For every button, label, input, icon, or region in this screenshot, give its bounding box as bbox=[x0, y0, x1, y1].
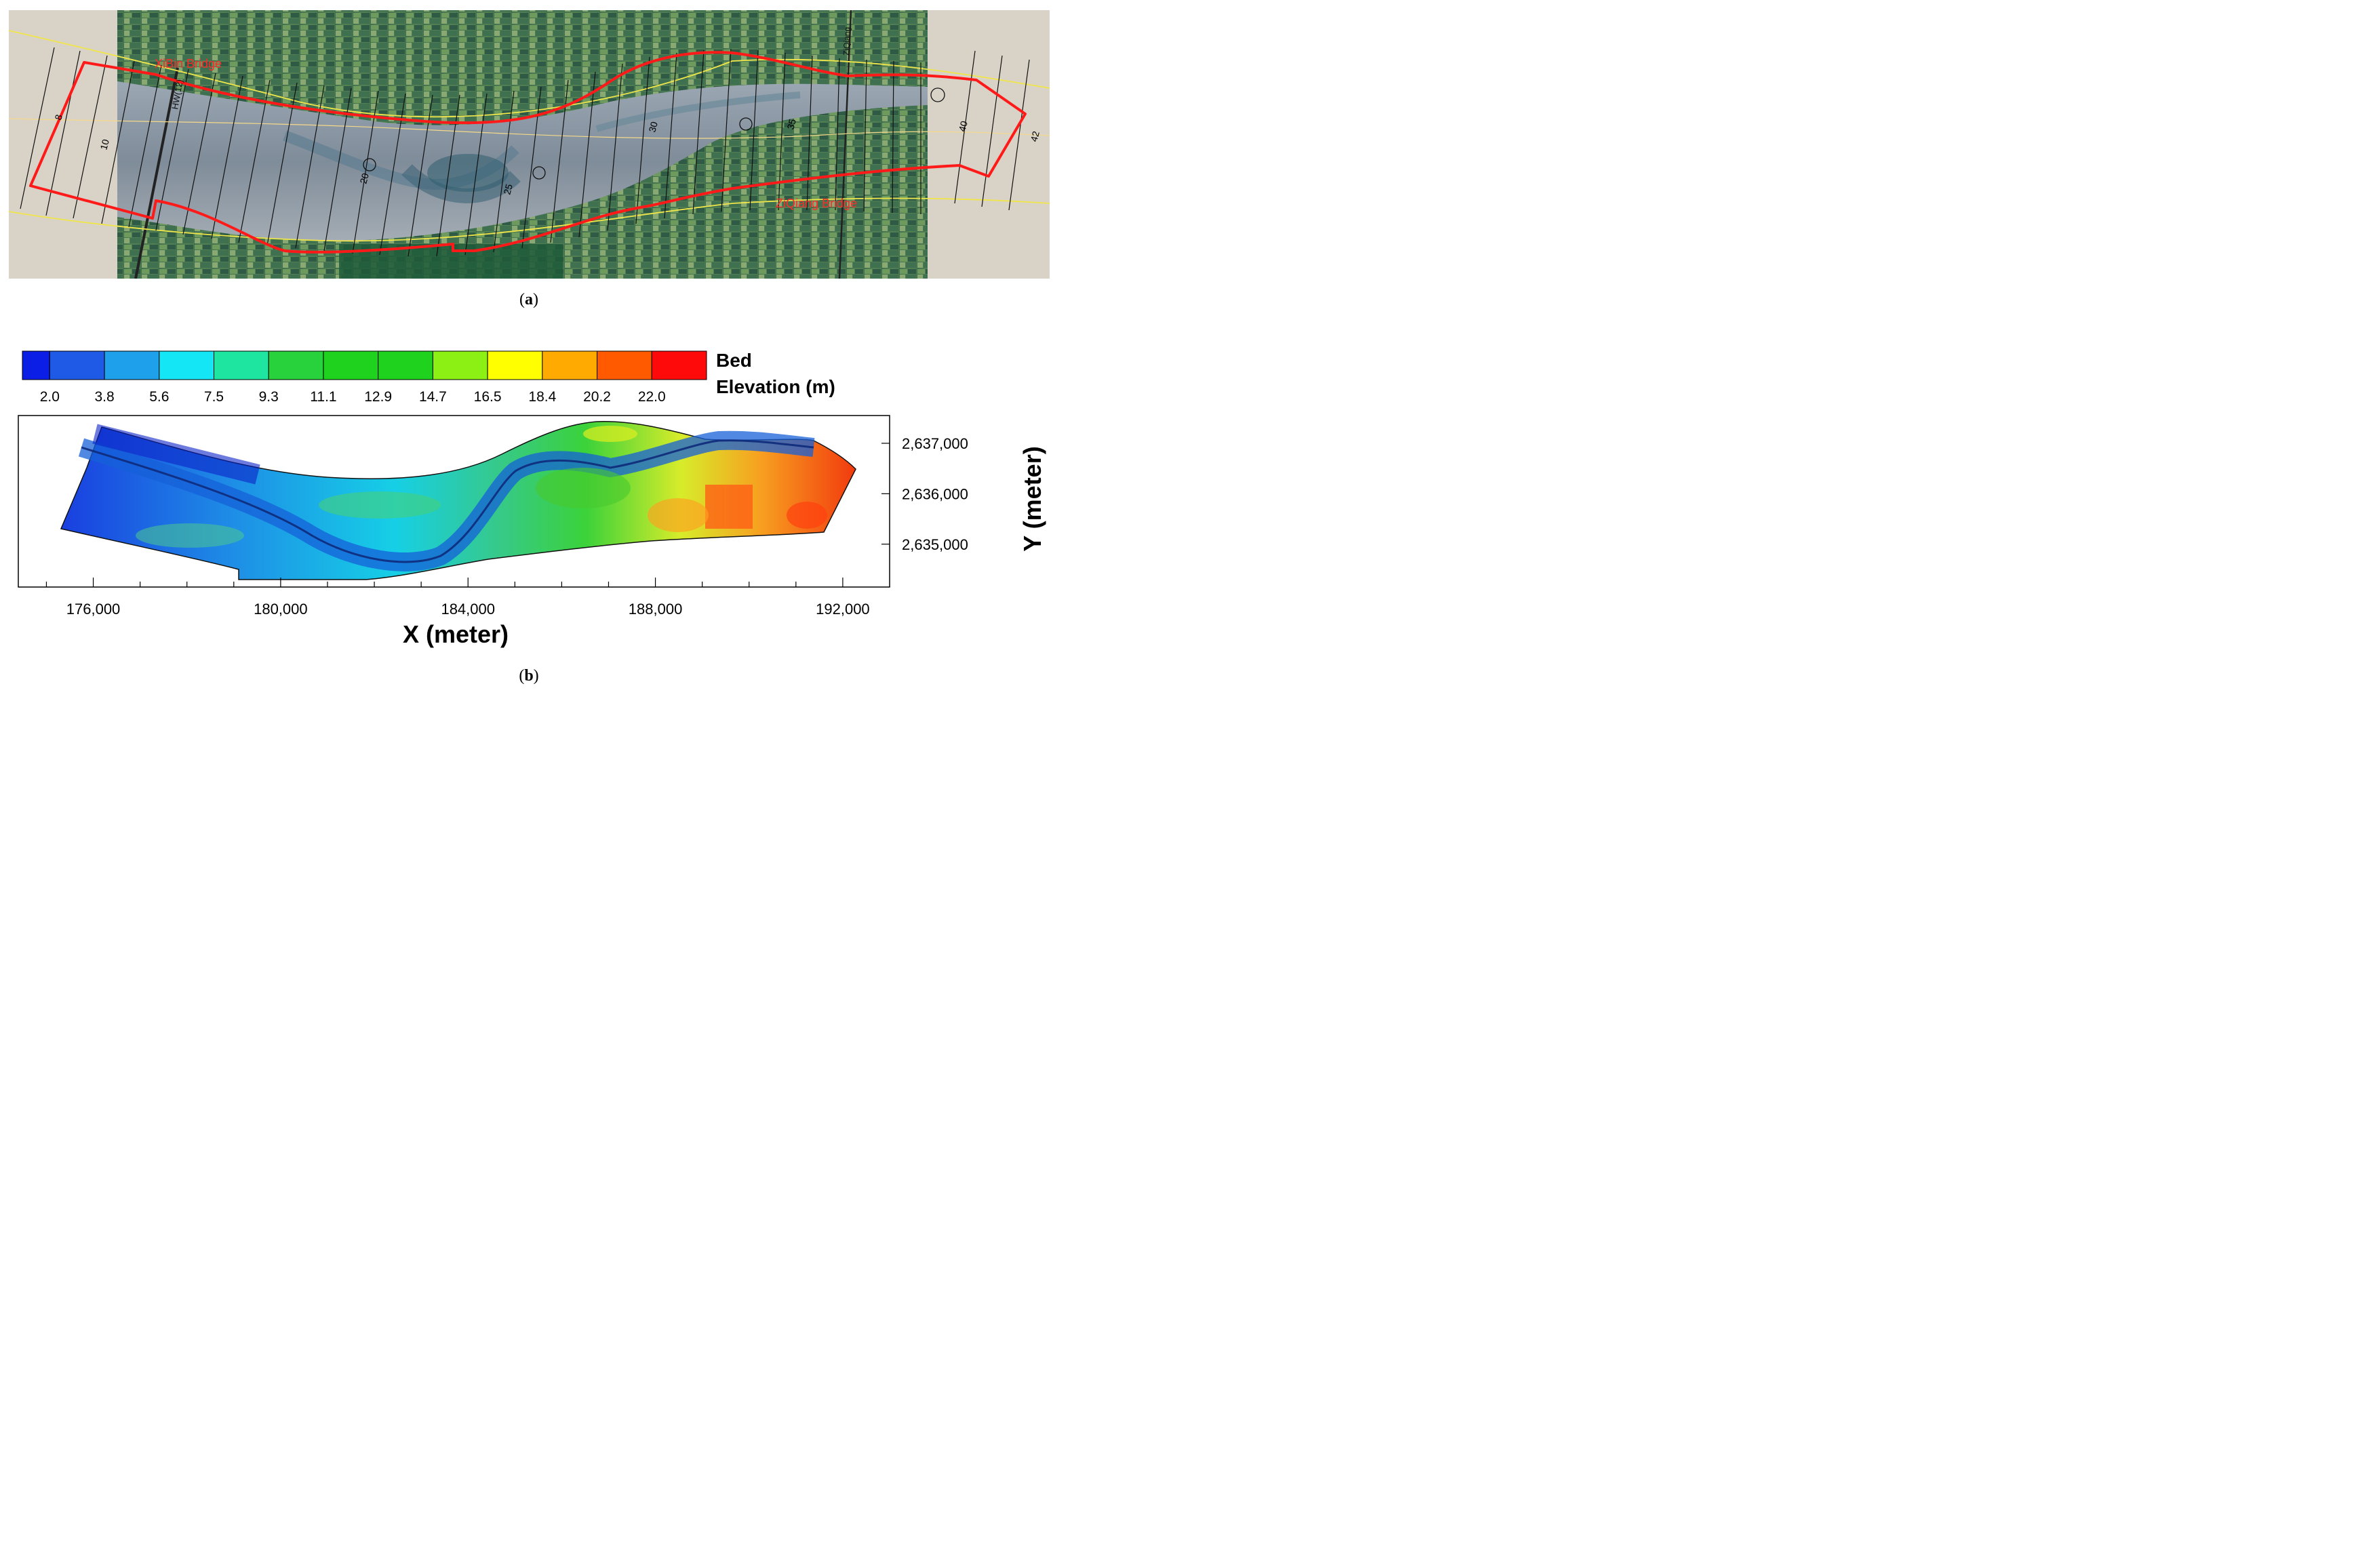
colorbar: 2.0 3.8 5.6 7.5 9.3 11.1 12.9 14.7 16.5 18.4 20.2 2… bbox=[22, 350, 707, 405]
colorbar-tick-label: 12.9 bbox=[364, 389, 392, 405]
x-axis: 176,000 180,000 184,000 188,000 192,000 bbox=[45, 578, 870, 618]
caption-b: (b) bbox=[519, 667, 538, 685]
cross-section-lines bbox=[20, 47, 1030, 257]
x-tick-label: 176,000 bbox=[66, 601, 121, 618]
colorbar-swatch bbox=[323, 350, 379, 380]
y-axis-label: Y (meter) bbox=[1018, 446, 1046, 551]
ziqiang-road-label: ZiQiang bbox=[841, 27, 852, 56]
y-tick-label: 2,637,000 bbox=[902, 435, 968, 452]
colorbar-swatch bbox=[159, 350, 215, 380]
colorbar-tick-label: 18.4 bbox=[528, 389, 556, 405]
colorbar-swatch bbox=[542, 350, 598, 380]
xsec-label-10: 10 bbox=[98, 138, 111, 150]
colorbar-swatch bbox=[104, 350, 160, 380]
xsec-label-42: 42 bbox=[1028, 129, 1042, 142]
y-axis: 2,637,000 2,636,000 2,635,000 bbox=[881, 435, 968, 553]
xsec-label-35: 35 bbox=[785, 117, 798, 130]
xsec-label-25: 25 bbox=[501, 182, 515, 195]
colorbar-tick-label: 11.1 bbox=[310, 389, 336, 405]
xsec-label-20: 20 bbox=[357, 172, 371, 184]
panel-a-satellite-map: 8 10 20 25 30 35 40 42 XiBin Bridge ZiQi… bbox=[8, 10, 1050, 279]
colorbar-tick-label: 7.5 bbox=[204, 389, 224, 405]
figure-canvas: 8 10 20 25 30 35 40 42 XiBin Bridge ZiQi… bbox=[8, 10, 1050, 685]
study-reach-boundary bbox=[29, 51, 1027, 254]
colorbar-tick-label: 20.2 bbox=[583, 389, 611, 405]
xsec-label-8: 8 bbox=[52, 113, 64, 121]
x-tick-label: 192,000 bbox=[816, 601, 870, 618]
satellite-image bbox=[117, 10, 928, 279]
colorbar-swatch bbox=[214, 350, 269, 380]
colorbar-title-line2: Elevation (m) bbox=[716, 376, 835, 397]
colorbar-tick-label: 22.0 bbox=[638, 389, 666, 405]
y-tick-label: 2,635,000 bbox=[902, 536, 968, 553]
colorbar-tick-label: 9.3 bbox=[259, 389, 279, 405]
figure: 8 10 20 25 30 35 40 42 XiBin Bridge ZiQi… bbox=[0, 0, 1058, 690]
colorbar-swatch bbox=[597, 350, 652, 380]
colorbar-swatch bbox=[268, 350, 324, 380]
colorbar-swatch bbox=[487, 350, 543, 380]
colorbar-swatch bbox=[432, 350, 488, 380]
xibin-bridge-label: XiBin Bridge bbox=[155, 57, 222, 70]
colorbar-tick-label: 16.5 bbox=[474, 389, 502, 405]
y-tick-label: 2,636,000 bbox=[902, 485, 968, 502]
x-tick-label: 188,000 bbox=[629, 601, 683, 618]
river-bed bbox=[117, 81, 928, 241]
colorbar-swatch bbox=[651, 350, 707, 380]
colorbar-tick-label: 2.0 bbox=[40, 389, 60, 405]
xsec-label-40: 40 bbox=[956, 119, 970, 132]
ziqiang-bridge-label: ZiQiang Bridge bbox=[776, 197, 857, 210]
x-tick-label: 180,000 bbox=[254, 601, 308, 618]
bed-elevation-field bbox=[60, 421, 856, 580]
x-axis-label: X (meter) bbox=[403, 620, 509, 648]
x-tick-label: 184,000 bbox=[441, 601, 495, 618]
colorbar-swatch bbox=[22, 350, 50, 380]
colorbar-swatch bbox=[49, 350, 105, 380]
section-markers bbox=[363, 87, 945, 180]
colorbar-tick-label: 5.6 bbox=[149, 389, 169, 405]
caption-a: (a) bbox=[519, 291, 538, 308]
colorbar-tick-label: 14.7 bbox=[419, 389, 447, 405]
colorbar-swatch bbox=[378, 350, 433, 380]
colorbar-title-line1: Bed bbox=[716, 350, 752, 371]
colorbar-tick-label: 3.8 bbox=[94, 389, 114, 405]
xsec-label-30: 30 bbox=[646, 120, 660, 133]
cross-section-labels: 8 10 20 25 30 35 40 42 bbox=[52, 113, 1042, 196]
